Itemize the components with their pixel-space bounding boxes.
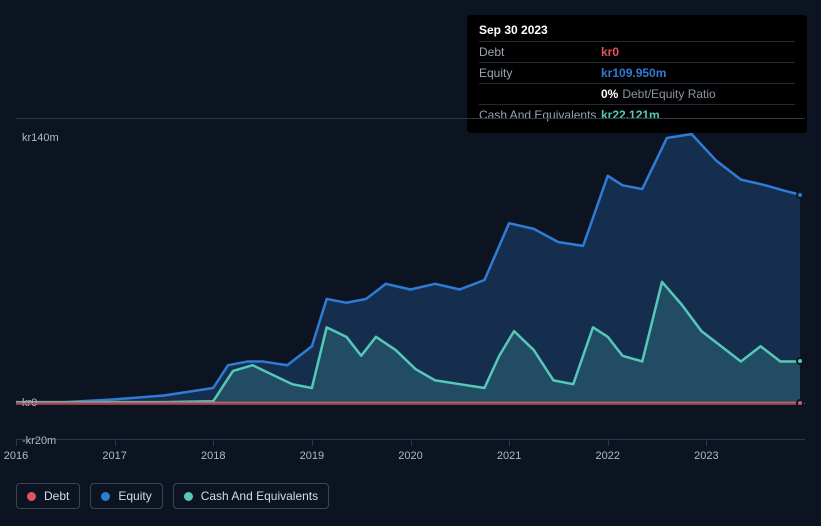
legend-label: Debt	[44, 489, 69, 503]
x-tick	[608, 440, 609, 446]
x-tick	[411, 440, 412, 446]
ratio-extra: Debt/Equity Ratio	[622, 87, 715, 101]
legend-item-equity[interactable]: Equity	[90, 483, 162, 509]
ratio-value: 0%	[601, 87, 618, 101]
info-row-equity: Equity kr109.950m	[479, 62, 795, 83]
info-panel: Sep 30 2023 Debt kr0 Equity kr109.950m 0…	[467, 15, 807, 133]
legend: Debt Equity Cash And Equivalents	[16, 483, 329, 509]
legend-dot-icon	[27, 492, 36, 501]
info-value: kr0	[601, 45, 619, 59]
x-tick-label: 2017	[102, 450, 126, 462]
x-tick	[706, 440, 707, 446]
legend-label: Equity	[118, 489, 151, 503]
x-tick-label: 2019	[300, 450, 324, 462]
zero-baseline	[16, 403, 805, 404]
series-end-marker	[796, 191, 804, 199]
legend-label: Cash And Equivalents	[201, 489, 318, 503]
info-label: Equity	[479, 66, 601, 80]
x-axis: 20162017201820192020202120222023	[16, 440, 805, 460]
info-panel-title: Sep 30 2023	[479, 23, 795, 41]
x-tick	[115, 440, 116, 446]
x-tick	[312, 440, 313, 446]
legend-item-debt[interactable]: Debt	[16, 483, 80, 509]
chart: kr140mkr0-kr20m 201620172018201920202021…	[16, 118, 805, 478]
info-label: Debt	[479, 45, 601, 59]
chart-svg	[16, 119, 805, 441]
y-tick-label: kr140m	[22, 132, 59, 144]
x-tick	[509, 440, 510, 446]
plot-area[interactable]: kr140mkr0-kr20m	[16, 118, 805, 440]
info-row-debt: Debt kr0	[479, 41, 795, 62]
info-value: kr109.950m	[601, 66, 666, 80]
legend-dot-icon	[101, 492, 110, 501]
series-end-marker	[796, 357, 804, 365]
x-tick	[16, 440, 17, 446]
x-tick-label: 2020	[398, 450, 422, 462]
x-tick-label: 2016	[4, 450, 28, 462]
x-tick-label: 2022	[596, 450, 620, 462]
x-tick-label: 2018	[201, 450, 225, 462]
x-tick-label: 2021	[497, 450, 521, 462]
info-row-ratio: 0% Debt/Equity Ratio	[479, 83, 795, 104]
info-label	[479, 87, 601, 101]
x-tick	[213, 440, 214, 446]
legend-dot-icon	[184, 492, 193, 501]
info-value: 0% Debt/Equity Ratio	[601, 87, 716, 101]
x-tick-label: 2023	[694, 450, 718, 462]
series-end-marker	[796, 399, 804, 407]
legend-item-cash[interactable]: Cash And Equivalents	[173, 483, 329, 509]
